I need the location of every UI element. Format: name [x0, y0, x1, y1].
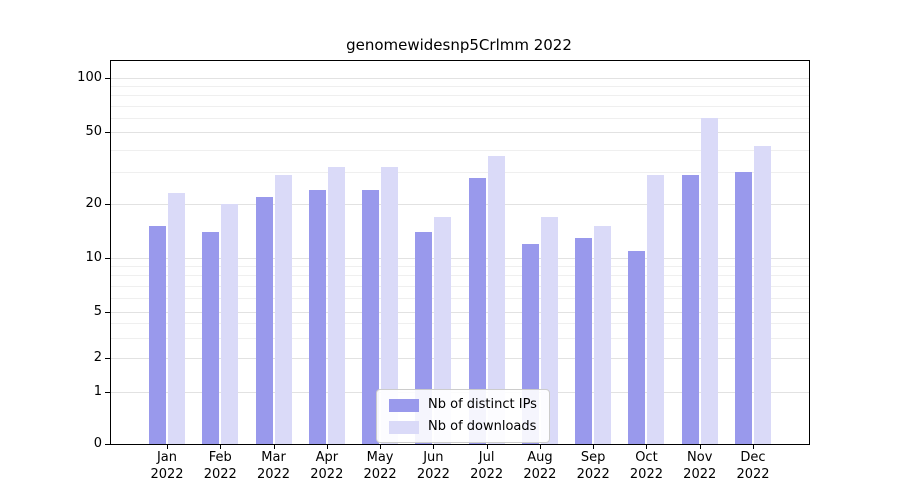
- x-tick-label: Nov 2022: [683, 450, 717, 482]
- x-tick-mark: [380, 445, 382, 449]
- bar-downloads: [221, 204, 239, 444]
- x-tick-label: Sep 2022: [576, 450, 610, 482]
- y-tick-label: 20: [85, 196, 102, 211]
- x-tick-mark: [273, 445, 275, 449]
- y-gridline: [111, 78, 809, 79]
- y-gridline-minor: [111, 95, 809, 97]
- x-tick-mark: [433, 445, 435, 449]
- x-tick-mark: [326, 445, 328, 449]
- legend: Nb of distinct IPs Nb of downloads: [376, 389, 550, 443]
- bar-distinct-ips: [575, 237, 593, 444]
- y-gridline-minor: [111, 149, 809, 151]
- y-gridline-minor: [111, 297, 809, 299]
- y-gridline: [111, 312, 809, 313]
- bar-downloads: [594, 226, 612, 444]
- y-tick-mark: [105, 258, 110, 259]
- bar-distinct-ips: [202, 231, 220, 444]
- x-tick-label: Apr 2022: [310, 450, 344, 482]
- y-gridline: [111, 132, 809, 133]
- legend-label-downloads: Nb of downloads: [428, 419, 537, 434]
- x-tick-label: Feb 2022: [203, 450, 237, 482]
- bar-downloads: [168, 193, 185, 444]
- bar-distinct-ips: [308, 189, 326, 444]
- y-gridline: [111, 204, 809, 205]
- y-tick-label: 10: [85, 250, 102, 265]
- y-gridline: [111, 258, 809, 259]
- x-tick-mark: [167, 445, 168, 449]
- y-tick-mark: [105, 392, 110, 393]
- legend-swatch-downloads: [389, 420, 419, 434]
- plot-area: Nb of distinct IPs Nb of downloads: [110, 60, 810, 445]
- bar-distinct-ips: [628, 250, 646, 444]
- y-gridline: [111, 358, 809, 359]
- bar-distinct-ips: [149, 226, 166, 444]
- legend-label-distinct-ips: Nb of distinct IPs: [428, 397, 537, 412]
- bar-distinct-ips: [735, 172, 752, 444]
- y-tick-mark: [105, 444, 110, 445]
- y-gridline-minor: [111, 275, 809, 277]
- chart-title: genomewidesnp5Crlmm 2022: [346, 36, 572, 54]
- y-tick-mark: [105, 132, 110, 133]
- y-gridline-minor: [111, 117, 809, 119]
- y-tick-mark: [105, 312, 110, 313]
- x-tick-mark: [593, 445, 595, 449]
- x-tick-mark: [646, 445, 648, 449]
- x-tick-label: Jun 2022: [416, 450, 450, 482]
- bar-downloads: [700, 117, 718, 444]
- bar-downloads: [434, 216, 452, 444]
- y-tick-label: 5: [93, 304, 102, 319]
- x-tick-mark: [753, 445, 754, 449]
- y-gridline-minor: [111, 105, 809, 107]
- bar-distinct-ips: [362, 189, 380, 444]
- y-gridline-minor: [111, 172, 809, 174]
- legend-swatch-distinct-ips: [389, 398, 419, 412]
- y-gridline-minor: [111, 285, 809, 287]
- bar-downloads: [754, 145, 771, 444]
- bar-distinct-ips: [255, 196, 273, 444]
- x-tick-label: Aug 2022: [523, 450, 557, 482]
- y-gridline-minor: [111, 337, 809, 339]
- y-tick-mark: [105, 358, 110, 359]
- y-tick-label: 2: [93, 350, 102, 365]
- x-tick-label: Jul 2022: [470, 450, 504, 482]
- bar-distinct-ips: [468, 177, 486, 444]
- legend-item-downloads: Nb of downloads: [389, 419, 537, 435]
- y-tick-label: 100: [77, 70, 102, 85]
- x-tick-mark: [699, 445, 701, 449]
- x-tick-label: Oct 2022: [629, 450, 663, 482]
- y-gridline-minor: [111, 86, 809, 88]
- x-tick-label: Dec 2022: [736, 450, 770, 482]
- x-tick-label: Jan 2022: [150, 450, 184, 482]
- legend-item-distinct-ips: Nb of distinct IPs: [389, 397, 537, 413]
- y-gridline-minor: [111, 266, 809, 268]
- y-tick-label: 50: [85, 124, 102, 139]
- bar-downloads: [487, 155, 505, 444]
- y-tick-mark: [105, 78, 110, 79]
- bar-downloads: [274, 174, 292, 444]
- bar-distinct-ips: [681, 174, 699, 444]
- y-tick-label: 1: [93, 384, 102, 399]
- y-tick-label: 0: [93, 436, 102, 451]
- x-tick-label: May 2022: [363, 450, 397, 482]
- bar-downloads: [327, 167, 345, 444]
- y-gridline-minor: [111, 323, 809, 325]
- bar-downloads: [381, 167, 399, 444]
- bar-downloads: [540, 216, 558, 444]
- x-tick-label: Mar 2022: [256, 450, 291, 482]
- y-tick-mark: [105, 204, 110, 205]
- x-tick-mark: [220, 445, 222, 449]
- bar-downloads: [647, 174, 665, 444]
- x-tick-mark: [539, 445, 541, 449]
- x-tick-mark: [486, 445, 488, 449]
